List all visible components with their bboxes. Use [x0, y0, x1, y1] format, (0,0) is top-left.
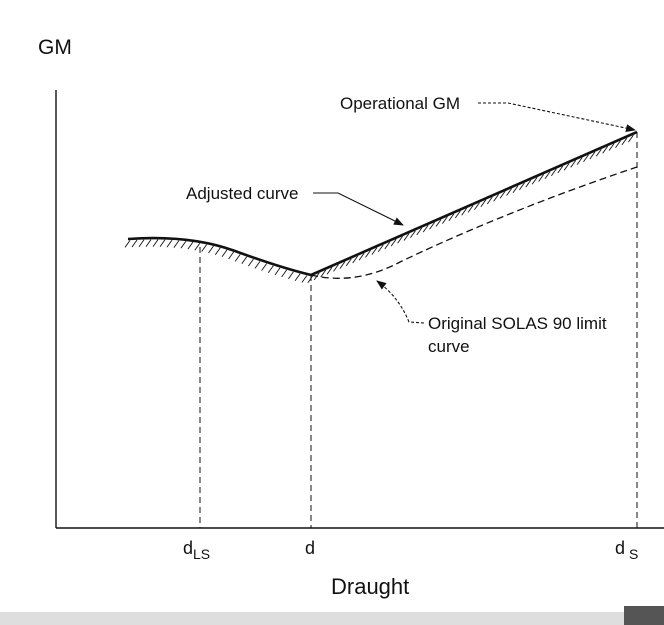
adjusted-curve-left-segment — [127, 236, 312, 277]
hatch-tick — [201, 244, 208, 252]
hatch-tick — [390, 238, 397, 247]
hatch-tick — [544, 171, 551, 179]
hatch-tick — [531, 177, 538, 185]
hatch-tick — [519, 182, 525, 191]
hatch-tick — [131, 239, 138, 248]
hatch-tick — [480, 199, 487, 208]
hatch-tick — [307, 275, 314, 283]
hatch-tick — [138, 239, 145, 247]
y-axis-label: GM — [38, 36, 72, 59]
hatch-tick — [152, 239, 159, 247]
hatch-tick — [416, 227, 423, 236]
hatch-tick — [254, 261, 261, 269]
hatch-tick — [422, 224, 429, 233]
hatch-tick — [145, 239, 152, 247]
adjusted-curve-right-segment — [310, 130, 638, 277]
hatch-tick — [615, 140, 621, 148]
hatch-tick — [288, 271, 294, 280]
tick-label-d: d — [305, 538, 315, 558]
hatch-tick — [384, 241, 391, 250]
hatch-tick — [557, 165, 564, 174]
hatch-tick — [180, 240, 187, 249]
hatch-tick — [166, 239, 173, 248]
hatch-tick — [454, 210, 461, 219]
hatch-tick — [228, 251, 234, 260]
hatch-tick — [429, 222, 435, 230]
hatch-tick — [570, 160, 577, 168]
hatch-tick — [499, 191, 506, 199]
x-axis-label: Draught — [331, 574, 409, 599]
hatch-tick — [493, 193, 500, 202]
hatch-tick — [339, 261, 346, 269]
hatch-tick — [320, 269, 327, 278]
hatch-tick — [538, 174, 544, 182]
hatch-tick — [467, 205, 474, 213]
hatch-tick — [563, 162, 570, 171]
hatch-tick — [294, 273, 301, 281]
hatch-tick — [221, 249, 228, 258]
hatch-tick — [234, 254, 241, 262]
hatch-tick — [589, 151, 596, 160]
adjusted-curve-hatching — [124, 134, 634, 283]
operational-gm-label: Operational GM — [340, 94, 460, 113]
scan-bottom-band — [0, 612, 664, 625]
hatch-tick — [448, 213, 455, 222]
hatch-tick — [435, 219, 442, 227]
hatch-tick — [301, 275, 308, 283]
hatch-tick — [474, 202, 480, 210]
hatch-tick — [261, 263, 267, 271]
original-curve-label-line1: Original SOLAS 90 limit — [428, 314, 607, 333]
adjusted-curve-label: Adjusted curve — [186, 184, 298, 203]
hatch-tick — [326, 267, 333, 275]
original-curve-arrow — [376, 280, 425, 324]
hatch-tick — [371, 247, 378, 255]
hatch-tick — [442, 216, 448, 224]
hatch-tick — [365, 250, 371, 258]
hatch-tick — [461, 207, 468, 216]
hatch-tick — [377, 244, 384, 253]
hatch-tick — [333, 264, 339, 272]
hatch-tick — [159, 239, 166, 247]
hatch-tick — [248, 258, 254, 267]
hatch-tick — [595, 148, 602, 157]
hatch-tick — [173, 240, 180, 248]
hatch-tick — [628, 134, 634, 143]
scan-corner-mark — [624, 606, 664, 625]
hatch-tick — [214, 247, 221, 256]
hatch-tick — [274, 267, 281, 276]
hatch-tick — [602, 146, 609, 154]
operational-gm-arrow — [478, 102, 636, 133]
hatch-tick — [506, 188, 512, 196]
hatch-tick — [352, 255, 359, 264]
hatch-tick — [267, 265, 274, 274]
hatch-tick — [583, 154, 589, 163]
hatch-tick — [208, 245, 214, 254]
hatch-tick — [187, 241, 194, 250]
hatch-tick — [241, 256, 248, 265]
hatch-tick — [313, 272, 320, 281]
adjusted-curve-arrow — [313, 192, 404, 226]
hatch-tick — [525, 179, 532, 188]
hatch-tick — [281, 269, 288, 278]
hatch-tick — [194, 242, 201, 251]
hatch-tick — [576, 157, 583, 165]
hatch-tick — [512, 185, 519, 193]
hatch-tick — [551, 168, 557, 177]
hatch-tick — [397, 236, 403, 244]
hatch-tick — [608, 143, 615, 151]
hatch-tick — [410, 230, 416, 238]
original-solas-90-curve — [310, 166, 638, 279]
hatch-tick — [124, 240, 131, 248]
original-curve-label-line2: curve — [428, 337, 470, 356]
hatch-tick — [358, 252, 365, 261]
hatch-tick — [345, 258, 352, 267]
hatch-tick — [486, 196, 493, 205]
tick-label-d-ls: dLS — [183, 538, 210, 562]
hatch-tick — [621, 137, 628, 146]
hatch-tick — [403, 233, 410, 241]
